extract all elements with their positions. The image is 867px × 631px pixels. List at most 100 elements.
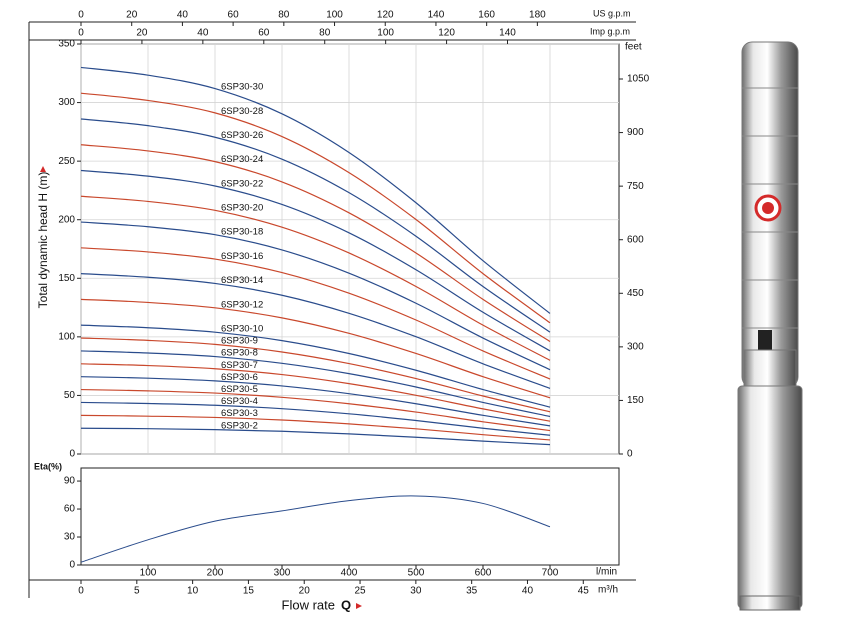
pump-image [737,41,803,611]
curve [80,66,551,314]
m3h-unit: m³/h [598,585,618,596]
m3h-tick-label: 5 [134,586,140,597]
x2-tick-label: 0 [78,10,84,21]
x2-tick-label: 120 [438,28,455,39]
y-tick-label: 150 [58,273,75,284]
series-label: 6SP30-26 [221,130,263,141]
curve [80,118,551,333]
curve [80,247,551,380]
y-tick-label: 200 [58,214,75,225]
m3h-tick-label: 40 [522,586,534,597]
curve [80,350,551,418]
x2-tick-label: 40 [197,28,209,39]
y-tick-label: 100 [58,331,75,342]
y-tick-label: 60 [64,504,76,515]
x-label: Flow rate [282,597,335,612]
series-label: 6SP30-20 [221,203,263,214]
m3h-tick-label: 20 [299,586,311,597]
curve [80,337,551,413]
series-label: 6SP30-7 [221,360,258,371]
series-label: 6SP30-3 [221,408,258,419]
y-tick-label: 0 [69,449,75,460]
series-label: 6SP30-14 [221,275,263,286]
x-tick-label: 400 [341,568,358,579]
x2-tick-label: 100 [326,10,343,21]
m3h-tick-label: 45 [578,586,590,597]
x2-tick-label: 160 [478,10,495,21]
series-label: 6SP30-6 [221,372,258,383]
x2-tick-label: 100 [377,28,394,39]
x-tick-label: 100 [140,568,157,579]
x-tick-label: 200 [207,568,224,579]
m3h-tick-label: 0 [78,586,84,597]
curve [80,495,551,563]
curve [80,363,551,422]
curve [80,195,551,361]
x2-tick-label: 80 [319,28,331,39]
series-label: 6SP30-4 [221,396,258,407]
x-label-symbol: Q [341,597,351,612]
series-label: 6SP30-5 [221,384,258,395]
y2-tick-label: 600 [627,234,644,245]
y2-tick-label: 450 [627,288,644,299]
curve [80,144,551,343]
curve [80,388,551,432]
curve [80,376,551,427]
arrow-icon [356,603,362,609]
imp-unit: Imp g.p.m [590,26,630,36]
series-label: 6SP30-16 [221,251,263,262]
x-tick-label: 600 [475,568,492,579]
series-label: 6SP30-2 [221,420,258,431]
x2-tick-label: 180 [529,10,546,21]
m3h-tick-label: 15 [243,586,255,597]
curve [80,92,551,324]
x2-tick-label: 40 [177,10,189,21]
x2-tick-label: 20 [136,28,148,39]
y2-tick-label: 900 [627,127,644,138]
y-tick-label: 50 [64,390,76,401]
y-tick-label: 250 [58,156,75,167]
curve [80,401,551,436]
x2-tick-label: 20 [126,10,138,21]
y-label: Total dynamic head H (m) [36,172,50,309]
x-tick-label: 700 [542,568,559,579]
series-label: 6SP30-10 [221,324,263,335]
series-label: 6SP30-30 [221,82,263,93]
m3h-tick-label: 25 [354,586,366,597]
series-label: 6SP30-28 [221,106,263,117]
x-tick-label: 500 [408,568,425,579]
x2-tick-label: 60 [258,28,270,39]
y-tick-label: 300 [58,97,75,108]
series-label: 6SP30-12 [221,299,263,310]
x2-tick-label: 120 [377,10,394,21]
x2-tick-label: 140 [428,10,445,21]
curve [80,427,551,446]
curve [80,414,551,441]
plot-frame [80,43,620,455]
series-label: 6SP30-24 [221,154,263,165]
curve [80,324,551,408]
y2-tick-label: 1050 [627,74,650,85]
curve [80,169,551,352]
x2-tick-label: 60 [228,10,240,21]
y2-label: feet [625,42,642,53]
eta-frame [80,467,620,566]
us-unit: US g.p.m [593,8,631,18]
series-label: 6SP30-18 [221,227,263,238]
series-label: 6SP30-22 [221,178,263,189]
x-tick-label: 300 [274,568,291,579]
m3h-tick-label: 30 [410,586,422,597]
m3h-tick-label: 10 [187,586,199,597]
y2-tick-label: 150 [627,395,644,406]
y2-tick-label: 750 [627,181,644,192]
m3h-tick-label: 35 [466,586,478,597]
y-tick-label: 30 [64,532,76,543]
y-tick-label: 0 [69,560,75,571]
y2-tick-label: 0 [627,449,633,460]
arrow-icon [40,166,46,172]
series-label: 6SP30-9 [221,336,258,347]
curve [80,298,551,399]
x2-tick-label: 80 [278,10,290,21]
series-label: 6SP30-8 [221,348,258,359]
